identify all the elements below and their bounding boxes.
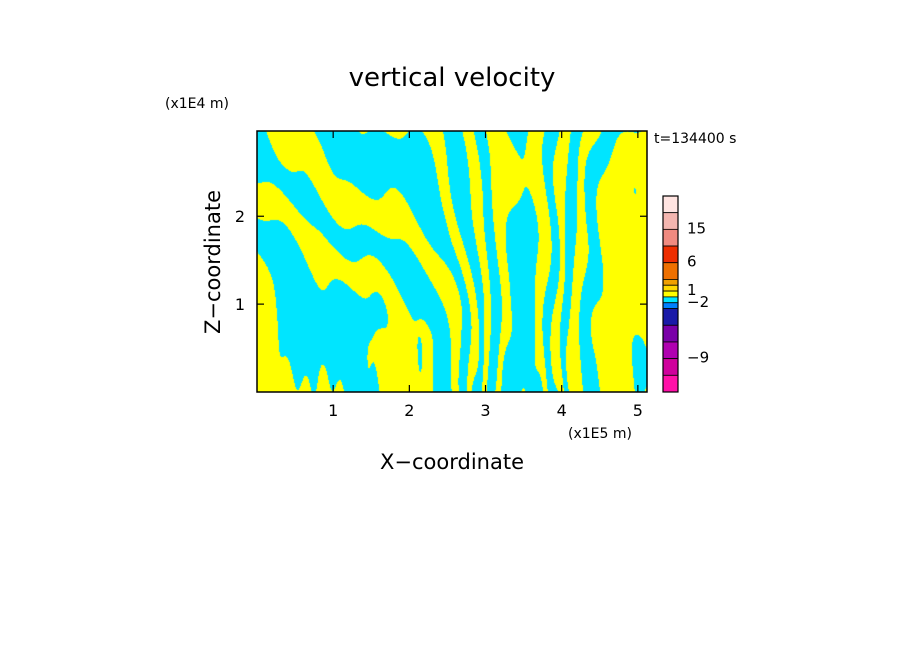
colorbar-swatch bbox=[662, 296, 679, 304]
x-tick-label: 1 bbox=[328, 401, 338, 420]
colorbar-label: 6 bbox=[687, 253, 697, 271]
colorbar-label: 1 bbox=[687, 281, 697, 299]
chart-title: vertical velocity bbox=[349, 63, 556, 93]
x-tick-label: 2 bbox=[404, 401, 414, 420]
colorbar-swatch bbox=[662, 245, 679, 264]
colorbar-swatch bbox=[662, 358, 679, 376]
colorbar-swatch bbox=[662, 212, 679, 230]
colorbar-swatch bbox=[662, 308, 679, 326]
colorbar: 15 6 1−2 −9 bbox=[662, 195, 709, 393]
colorbar-swatch bbox=[662, 284, 679, 292]
time-label: t=134400 s bbox=[654, 131, 736, 147]
velocity-field bbox=[257, 131, 647, 392]
x-tick-label: 4 bbox=[557, 401, 567, 420]
colorbar-swatch bbox=[662, 228, 679, 247]
y-tick-label: 2 bbox=[235, 207, 245, 226]
colorbar-frame bbox=[662, 195, 679, 393]
colorbar-label: −9 bbox=[687, 349, 709, 367]
colorbar-swatch bbox=[662, 279, 679, 286]
colorbar-swatch bbox=[662, 324, 679, 343]
colorbar-label: 15 bbox=[687, 219, 706, 237]
y-tick-label: 1 bbox=[235, 295, 245, 314]
colorbar-swatch bbox=[662, 374, 679, 393]
x-axis: 1 2 3 4 5 bbox=[328, 131, 643, 420]
y-scale-label: (x1E4 m) bbox=[165, 96, 229, 112]
x-tick-label: 5 bbox=[633, 401, 643, 420]
plot-frame bbox=[256, 130, 648, 393]
x-tick-label: 3 bbox=[480, 401, 490, 420]
colorbar-swatch bbox=[662, 302, 679, 309]
velocity-field-image bbox=[257, 131, 647, 392]
colorbar-swatch bbox=[662, 195, 679, 214]
y-axis-label: Z−coordinate bbox=[201, 190, 225, 334]
y-axis: 12 bbox=[235, 207, 647, 314]
colorbar-label: −2 bbox=[687, 293, 709, 311]
colorbar-swatch bbox=[662, 262, 679, 280]
colorbar-swatch bbox=[662, 341, 679, 360]
x-scale-label: (x1E5 m) bbox=[568, 426, 632, 442]
x-axis-label: X−coordinate bbox=[380, 450, 524, 474]
colorbar-swatch bbox=[662, 290, 679, 298]
